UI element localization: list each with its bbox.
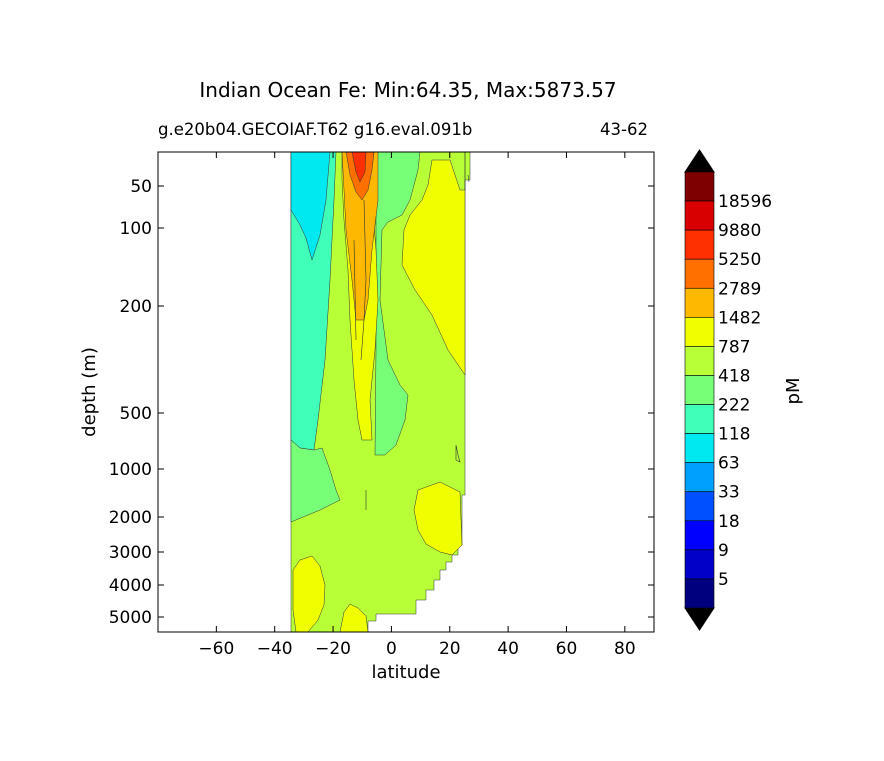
x-tick-label: 20 <box>439 639 461 659</box>
colorbar-level-label: 418 <box>718 366 750 386</box>
colorbar-level-label: 63 <box>718 454 740 474</box>
colorbar-segment <box>684 520 715 551</box>
region-418-787-south <box>290 439 341 523</box>
contour-line <box>353 239 357 341</box>
colorbar-segment <box>684 404 715 434</box>
colorbar-level-label: 18596 <box>718 192 772 212</box>
run-id-subtitle: g.e20b04.GECOIAF.T62 g16.eval.091b <box>158 120 473 139</box>
colorbar-level-label: 1482 <box>718 308 761 328</box>
y-tick-label: 500 <box>120 404 152 424</box>
x-tick-label: 0 <box>386 639 397 659</box>
y-tick-label: 50 <box>130 177 152 197</box>
x-axis: −60 −40 −20 0 20 40 60 80 <box>198 152 636 659</box>
chart-title: Indian Ocean Fe: Min:64.35, Max:5873.57 <box>199 78 617 102</box>
contour-line <box>455 444 461 463</box>
contour-line <box>360 199 367 361</box>
colorbar-level-label: 787 <box>718 337 750 357</box>
y-tick-label: 1000 <box>109 460 152 480</box>
region-9880-18596 <box>351 152 367 183</box>
colorbar-segment <box>684 578 715 609</box>
colorbar-segment <box>684 258 715 289</box>
colorbar-level-label: 5 <box>718 570 729 590</box>
region-418-787-central <box>374 152 421 456</box>
x-tick-label: −20 <box>315 639 351 659</box>
x-tick-label: 80 <box>614 639 636 659</box>
y-tick-label: 100 <box>120 219 152 239</box>
colorbar-segment <box>684 462 715 493</box>
x-tick-label: −40 <box>257 639 293 659</box>
colorbar-level-label: 222 <box>718 396 750 416</box>
y-tick-label: 2000 <box>109 508 152 528</box>
colorbar-segment <box>684 491 715 522</box>
colorbar-level-label: 5250 <box>718 250 761 270</box>
region-118-222 <box>290 152 331 261</box>
colorbar-level-label: 9 <box>718 541 729 561</box>
colorbar-level-label: 118 <box>718 425 750 445</box>
contour-fill <box>290 152 471 632</box>
x-tick-label: 60 <box>556 639 578 659</box>
region-1482-2789-south-deep <box>292 555 326 632</box>
colorbar: 5 9 18 33 63 118 222 418 787 1482 2789 5250 9880 1859… <box>684 149 772 631</box>
colorbar-segment <box>684 229 715 260</box>
contour-line <box>467 174 470 183</box>
colorbar-segment <box>684 200 715 231</box>
colorbar-segment <box>684 317 715 347</box>
colorbar-segment <box>684 549 715 580</box>
colorbar-level-label: 33 <box>718 483 740 503</box>
x-tick-label: −60 <box>198 639 234 659</box>
colorbar-extend-max <box>684 149 715 173</box>
colorbar-segment <box>684 346 715 376</box>
colorbar-level-label: 18 <box>718 512 740 532</box>
y-tick-label: 200 <box>120 297 152 317</box>
colorbar-segment <box>684 171 715 202</box>
colorbar-level-label: 2789 <box>718 279 761 299</box>
colorbar-segment <box>684 375 715 405</box>
region-1482-2789-deep <box>413 481 463 556</box>
plot-frame <box>157 151 655 633</box>
y-tick-label: 4000 <box>109 576 152 596</box>
y-axis: 50 100 200 500 1000 2000 3000 4000 5000 <box>109 177 654 628</box>
colorbar-label: pM <box>783 378 804 405</box>
y-axis-label: depth (m) <box>79 347 100 437</box>
x-axis-label: latitude <box>371 662 440 683</box>
colorbar-level-label: 9880 <box>718 221 761 241</box>
region-1482-2789-bottom <box>339 603 369 632</box>
y-tick-label: 3000 <box>109 543 152 563</box>
region-1482-2789-north <box>401 152 466 376</box>
x-tick-label: 40 <box>497 639 519 659</box>
colorbar-extend-min <box>684 607 715 631</box>
y-tick-label: 5000 <box>109 608 152 628</box>
year-range-subtitle: 43-62 <box>600 120 648 139</box>
colorbar-segment <box>684 287 715 318</box>
colorbar-segment <box>684 433 715 463</box>
